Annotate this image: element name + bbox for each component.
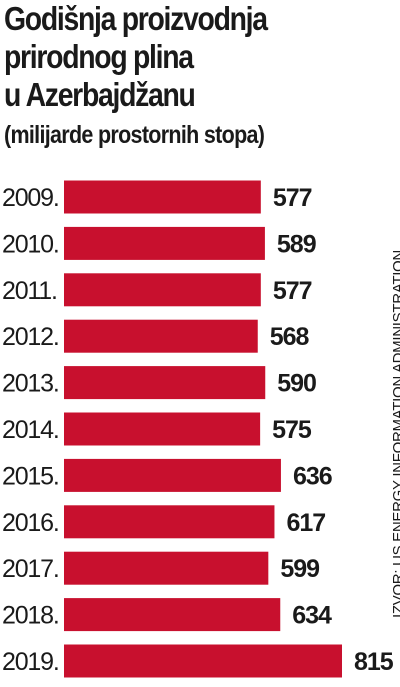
bar	[64, 319, 258, 353]
year-label: 2015.	[2, 462, 59, 490]
year-label: 2009.	[2, 184, 59, 212]
bar	[64, 273, 261, 307]
title-line-3: u Azerbajdžanu	[4, 76, 196, 113]
year-label: 2017.	[2, 555, 59, 583]
value-label: 599	[280, 555, 319, 583]
year-label: 2011.	[2, 277, 57, 305]
value-label: 815	[354, 648, 394, 676]
year-label: 2018.	[2, 602, 59, 630]
value-label: 577	[273, 184, 312, 212]
title-line-2: prirodnog plina	[4, 38, 194, 75]
source-note: IZVOR: US ENERGY INFORMATION ADMINISTRAT…	[390, 250, 400, 618]
chart-subtitle: (milijarde prostornih stopa)	[4, 121, 265, 149]
year-label: 2014.	[2, 416, 59, 444]
year-label: 2016.	[2, 509, 59, 537]
year-label: 2012.	[2, 323, 59, 351]
bar	[64, 551, 269, 585]
bar	[64, 412, 261, 446]
value-label: 636	[293, 462, 332, 490]
bar	[64, 180, 261, 214]
year-label: 2010.	[2, 230, 59, 258]
value-label: 568	[270, 323, 310, 351]
value-label: 617	[286, 509, 325, 537]
year-label: 2013.	[2, 370, 59, 398]
bar	[64, 644, 342, 678]
year-label: 2019.	[2, 648, 59, 676]
bar	[64, 366, 266, 400]
title-line-1: Godišnja proizvodnja	[4, 0, 268, 37]
value-label: 634	[292, 602, 332, 630]
chart-title: Godišnja proizvodnja prirodnog plina u A…	[4, 0, 384, 114]
value-label: 575	[272, 416, 312, 444]
bar	[64, 505, 275, 539]
bar	[64, 598, 281, 632]
value-label: 590	[277, 370, 316, 398]
value-label: 577	[273, 277, 312, 305]
value-label: 589	[277, 230, 316, 258]
bar	[64, 458, 281, 492]
bar	[64, 226, 265, 260]
